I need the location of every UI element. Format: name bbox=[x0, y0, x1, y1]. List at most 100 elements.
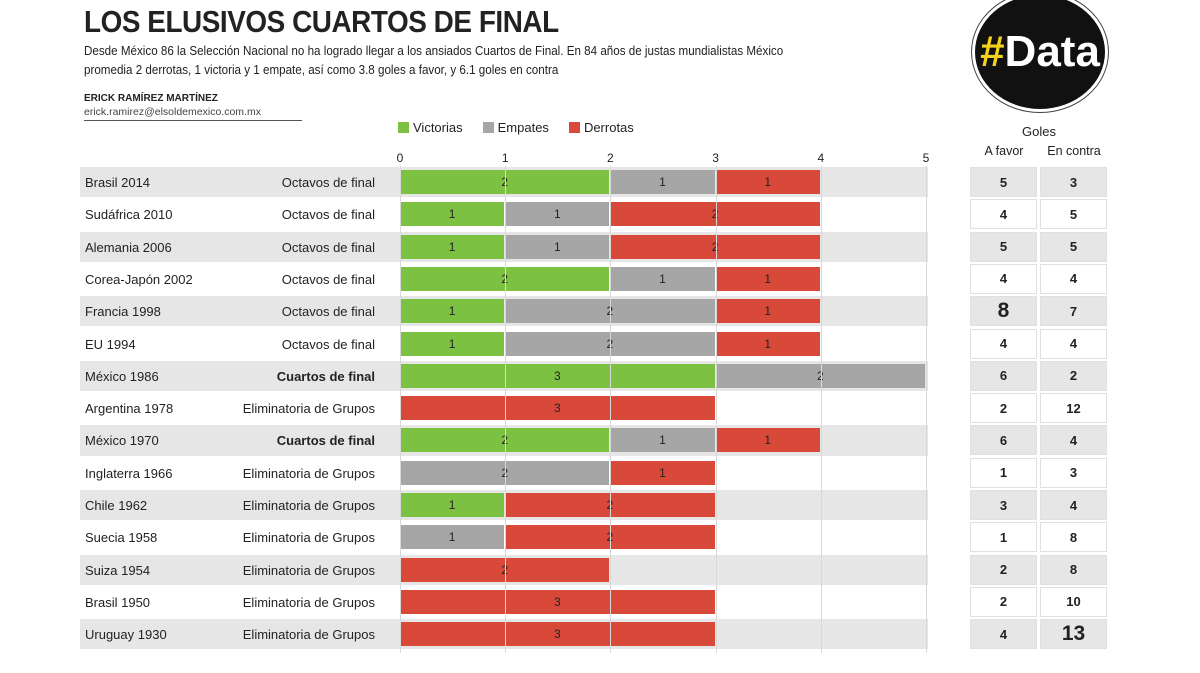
phase-label: Eliminatoria de Grupos bbox=[242, 465, 375, 481]
chart-row: Suecia 1958 Eliminatoria de Grupos 12 bbox=[80, 522, 928, 553]
bar-derrotas: 2 bbox=[610, 234, 820, 259]
bar-empates: 1 bbox=[505, 234, 610, 259]
chart-row: Chile 1962 Eliminatoria de Grupos 12 bbox=[80, 490, 928, 521]
phase-label: Eliminatoria de Grupos bbox=[242, 594, 375, 610]
legend-label: Empates bbox=[497, 120, 549, 135]
phase-label: Octavos de final bbox=[281, 271, 375, 287]
goles-a-favor: 6 bbox=[970, 425, 1037, 456]
legend-item: Victorias bbox=[398, 120, 463, 135]
category-label: Francia 1998 bbox=[85, 304, 161, 320]
phase-label: Eliminatoria de Grupos bbox=[242, 627, 375, 643]
bar-derrotas: 2 bbox=[610, 202, 820, 227]
goles-a-favor: 2 bbox=[970, 586, 1037, 617]
goles-col-a-favor: A favor bbox=[984, 144, 1024, 158]
bar-victorias: 2 bbox=[400, 266, 610, 291]
phase-label: Eliminatoria de Grupos bbox=[242, 498, 375, 513]
category-label: Corea-Japón 2002 bbox=[85, 271, 193, 287]
gridline bbox=[926, 166, 927, 653]
goles-a-favor: 6 bbox=[970, 360, 1037, 391]
goles-a-favor: 1 bbox=[970, 457, 1037, 488]
bar-derrotas: 1 bbox=[610, 460, 715, 485]
bar-empates: 2 bbox=[505, 331, 715, 356]
chart-row: México 1986 Cuartos de final 32 bbox=[80, 360, 928, 392]
subtitle: Desde México 86 la Selección Nacional no… bbox=[84, 44, 784, 77]
legend-swatch bbox=[568, 122, 580, 133]
category-label: Uruguay 1930 bbox=[85, 627, 167, 643]
category-label: Brasil 1950 bbox=[85, 594, 151, 610]
phase-label: Octavos de final bbox=[281, 175, 375, 190]
bar-empates: 1 bbox=[610, 170, 715, 194]
bar-derrotas: 1 bbox=[715, 170, 820, 194]
legend-label: Victorias bbox=[413, 120, 463, 135]
bar-victorias: 2 bbox=[400, 170, 610, 194]
phase-label: Cuartos de final bbox=[276, 433, 375, 449]
category-label: Inglaterra 1966 bbox=[85, 465, 173, 481]
category-label: Suiza 1954 bbox=[85, 562, 151, 578]
phase-label: Octavos de final bbox=[281, 207, 375, 223]
legend-swatch bbox=[482, 122, 494, 133]
bar-victorias: 1 bbox=[400, 493, 505, 517]
x-tick-label: 2 bbox=[607, 151, 614, 165]
phase-label: Eliminatoria de Grupos bbox=[242, 562, 375, 578]
phase-label: Eliminatoria de Grupos bbox=[242, 401, 375, 417]
x-tick-label: 1 bbox=[501, 151, 509, 165]
goles-en-contra: 4 bbox=[1040, 263, 1107, 294]
bar-empates: 2 bbox=[715, 363, 925, 388]
bar-victorias: 2 bbox=[400, 428, 610, 453]
gridline bbox=[820, 166, 822, 653]
goles-en-contra: 4 bbox=[1040, 425, 1107, 456]
bar-derrotas: 3 bbox=[400, 589, 715, 614]
bar-victorias: 1 bbox=[400, 331, 505, 356]
x-tick-label: 3 bbox=[712, 151, 719, 165]
phase-label: Octavos de final bbox=[281, 239, 375, 255]
gridline bbox=[400, 166, 401, 653]
goles-en-contra: 3 bbox=[1040, 167, 1107, 197]
x-tick-label: 5 bbox=[922, 151, 930, 165]
category-label: México 1986 bbox=[85, 368, 159, 384]
bar-victorias: 1 bbox=[400, 202, 505, 227]
bar-empates: 1 bbox=[400, 525, 505, 550]
goles-en-contra: 2 bbox=[1040, 360, 1107, 391]
data-logo: # Data bbox=[972, 0, 1108, 112]
chart-row: Inglaterra 1966 Eliminatoria de Grupos 21 bbox=[80, 457, 928, 488]
phase-label: Cuartos de final bbox=[276, 368, 375, 384]
goles-a-favor: 2 bbox=[970, 554, 1037, 585]
bar-victorias: 3 bbox=[400, 363, 715, 388]
legend-label: Derrotas bbox=[583, 120, 634, 135]
bar-empates: 2 bbox=[400, 460, 610, 485]
chart-row: EU 1994 Octavos de final 121 bbox=[80, 328, 928, 359]
goles-a-favor: 5 bbox=[970, 231, 1037, 262]
phase-label: Octavos de final bbox=[281, 336, 375, 352]
legend: Victorias Empates Derrotas bbox=[398, 120, 634, 135]
chart-row: Francia 1998 Octavos de final 121 bbox=[80, 296, 928, 327]
goles-en-contra: 10 bbox=[1040, 586, 1107, 617]
goles-en-contra: 8 bbox=[1040, 554, 1107, 585]
x-tick-label: 4 bbox=[817, 151, 825, 165]
bar-derrotas: 1 bbox=[715, 266, 820, 291]
bar-empates: 1 bbox=[610, 428, 715, 453]
chart-row: Suiza 1954 Eliminatoria de Grupos 2 bbox=[80, 554, 928, 585]
goles-en-contra: 12 bbox=[1040, 393, 1107, 424]
bar-victorias: 1 bbox=[400, 234, 505, 259]
bar-derrotas: 1 bbox=[715, 428, 820, 453]
bar-empates: 1 bbox=[505, 202, 610, 227]
chart-row: Uruguay 1930 Eliminatoria de Grupos 3 bbox=[80, 619, 928, 650]
bar-victorias: 1 bbox=[400, 299, 505, 324]
goles-en-contra: 3 bbox=[1040, 457, 1107, 488]
page-title: LOS ELUSIVOS CUARTOS DE FINAL bbox=[84, 4, 559, 39]
legend-swatch bbox=[398, 122, 409, 133]
category-label: Brasil 2014 bbox=[85, 175, 151, 190]
goles-en-contra: 5 bbox=[1040, 199, 1107, 230]
goles-col-en-contra: En contra bbox=[1047, 144, 1101, 158]
category-label: EU 1994 bbox=[85, 336, 136, 352]
goles-a-favor: 3 bbox=[970, 490, 1037, 520]
bar-derrotas: 2 bbox=[505, 493, 715, 517]
bar-derrotas: 3 bbox=[400, 396, 715, 421]
category-label: Suecia 1958 bbox=[85, 530, 158, 546]
phase-label: Eliminatoria de Grupos bbox=[242, 530, 375, 546]
